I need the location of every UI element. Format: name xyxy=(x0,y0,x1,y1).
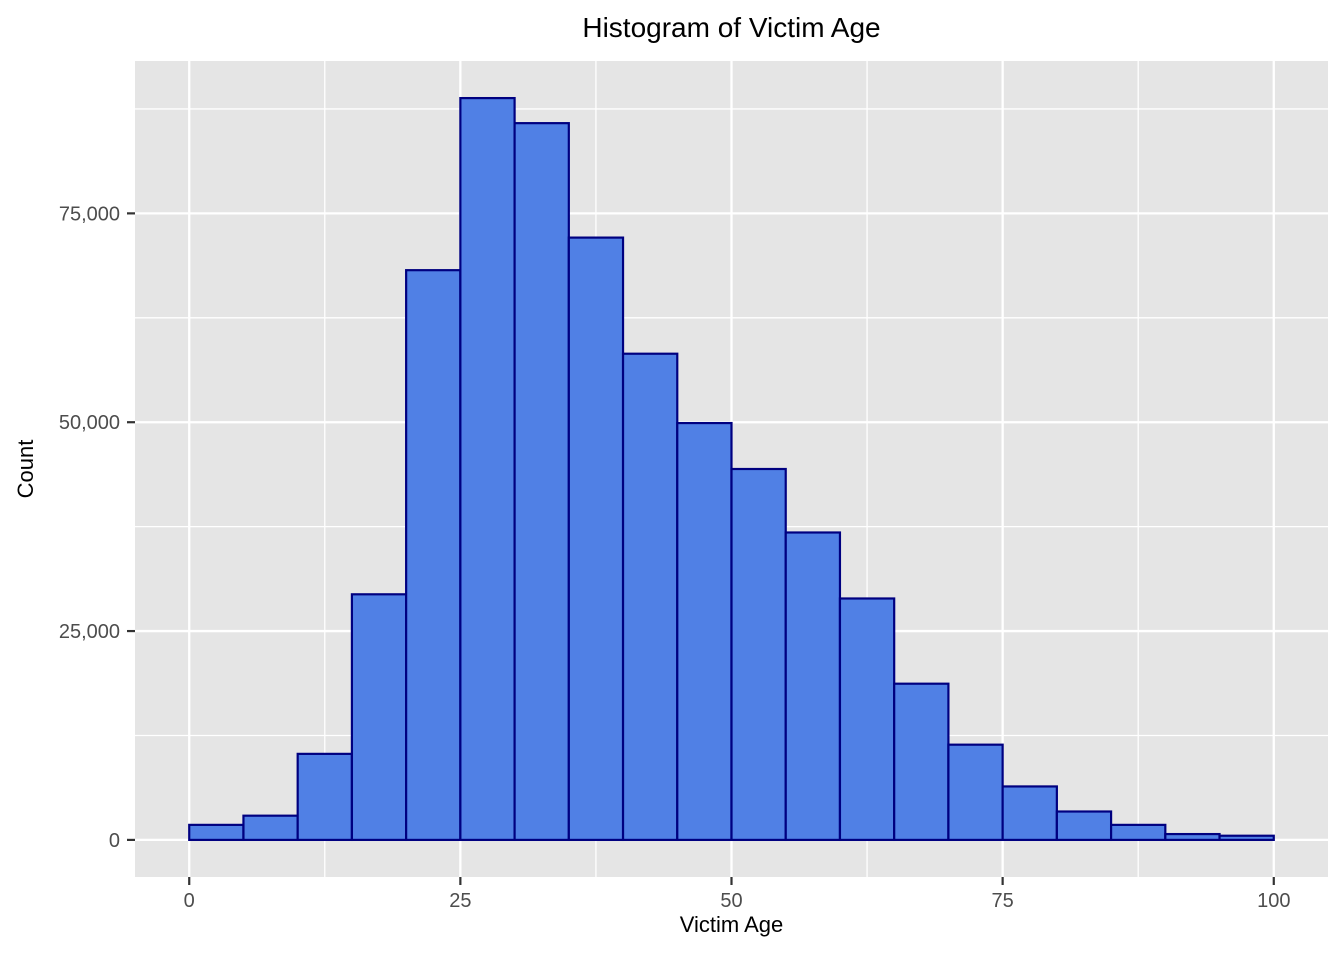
histogram-bar xyxy=(730,467,787,842)
histogram-bar xyxy=(676,421,733,842)
y-axis-tick-label: 50,000 xyxy=(59,412,120,434)
x-axis-tick-label: 25 xyxy=(449,890,471,912)
x-axis-tick-label: 75 xyxy=(992,890,1014,912)
histogram-bar xyxy=(1218,834,1275,842)
histogram-bar xyxy=(513,122,570,842)
y-axis-title: Count xyxy=(13,439,38,499)
x-axis-tick-label: 0 xyxy=(184,890,195,912)
histogram-bar xyxy=(1164,832,1221,842)
histogram-bar xyxy=(893,682,950,842)
y-axis-tick-label: 75,000 xyxy=(59,203,120,225)
x-axis-tick-label: 50 xyxy=(720,890,742,912)
histogram-bar xyxy=(188,823,245,842)
y-axis-tick-label: 25,000 xyxy=(59,621,120,643)
chart-title: Histogram of Victim Age xyxy=(582,12,881,43)
histogram-bar xyxy=(567,236,625,842)
histogram-bar xyxy=(838,597,896,842)
histogram-bar xyxy=(296,752,354,842)
histogram-bar xyxy=(621,352,679,842)
histogram-bar xyxy=(1001,785,1058,842)
y-axis-tick-label: 0 xyxy=(109,830,120,852)
histogram-bar xyxy=(350,593,408,842)
histogram-bar xyxy=(947,743,1004,842)
histogram-bar xyxy=(784,531,842,842)
x-axis-title: Victim Age xyxy=(679,912,784,937)
histogram-bar xyxy=(459,96,516,842)
histogram-bar xyxy=(405,269,462,842)
histogram-bar xyxy=(1109,823,1167,842)
histogram-bar xyxy=(1055,810,1113,842)
x-axis-tick-label: 100 xyxy=(1257,890,1290,912)
histogram-bar xyxy=(242,814,299,842)
